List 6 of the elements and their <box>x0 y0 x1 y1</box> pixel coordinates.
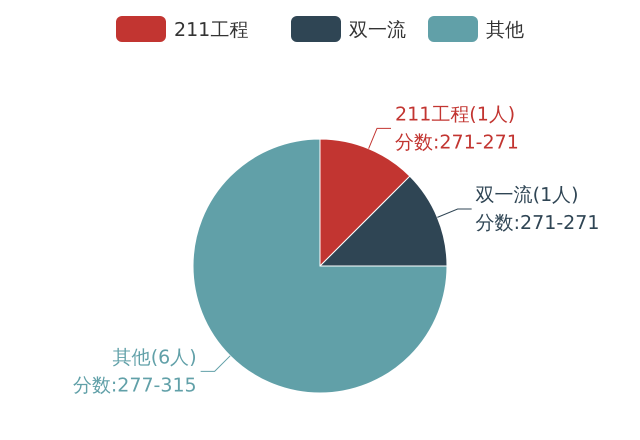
legend-label: 211工程 <box>174 19 248 41</box>
legend-label: 双一流 <box>349 19 406 41</box>
data-label: 211工程(1人) 分数:271-271 <box>395 103 519 154</box>
legend-label: 其他 <box>486 19 524 41</box>
data-label: 其他(6人) 分数:277-315 <box>72 346 197 396</box>
data-label: 双一流(1人) 分数:271-271 <box>476 184 600 234</box>
